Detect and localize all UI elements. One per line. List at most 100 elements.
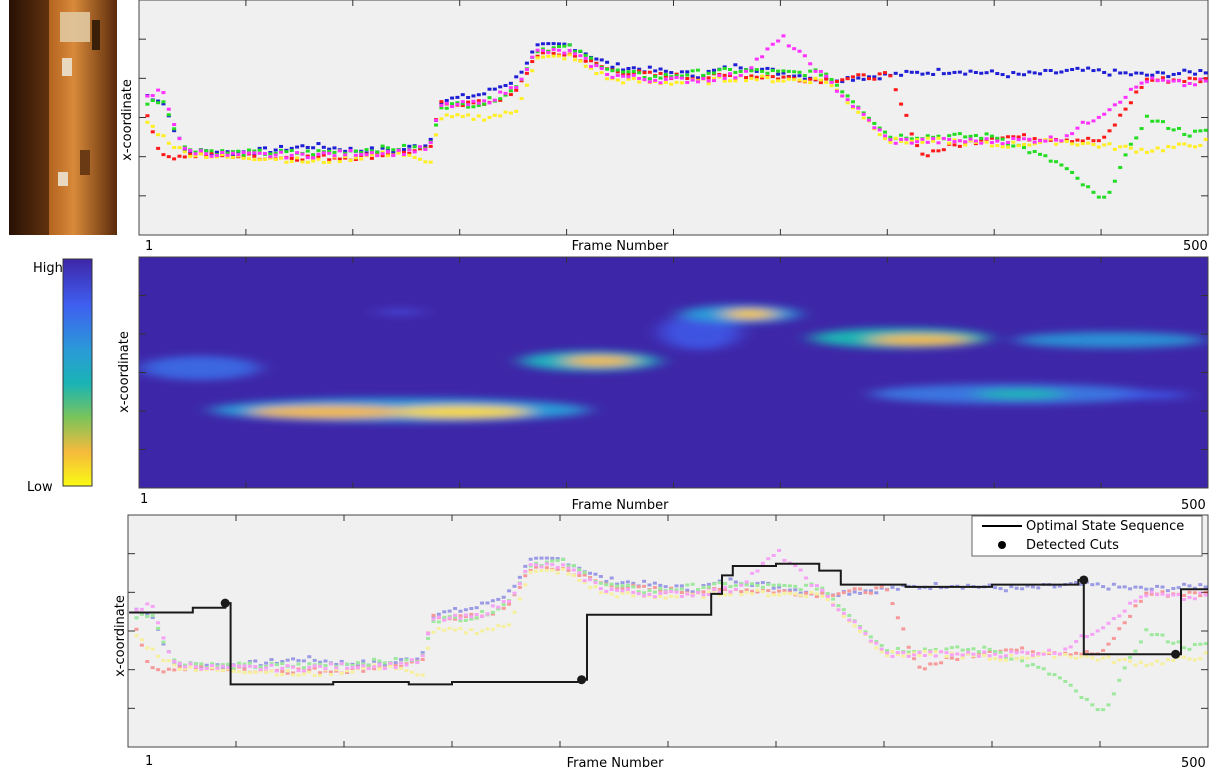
detection-point [420,658,425,662]
detection-point [866,118,871,122]
detection-point [350,666,355,670]
detection-point [723,593,728,597]
detection-point [361,662,366,666]
detection-point [507,623,512,627]
detection-point [679,76,684,80]
detection-point [550,567,555,571]
detection-point [501,595,506,599]
detection-point [355,664,360,668]
detection-point [498,85,503,89]
detection-point [1150,76,1155,80]
detection-point [915,144,920,148]
detection-point [966,652,971,656]
detection-point [847,589,852,593]
detection-point [706,82,711,86]
detection-point [1150,149,1155,153]
colorbar-high-label: High [33,261,63,276]
detection-point [863,632,868,636]
detection-point [355,661,360,665]
detection-point [909,137,914,141]
detection-point [866,75,871,79]
detection-point [1091,69,1096,73]
detection-point [1144,587,1149,591]
detection-point [1187,70,1192,74]
detection-point [1048,135,1053,139]
detection-point [420,651,425,655]
detection-point [501,625,506,629]
detection-point [786,75,791,79]
detection-point [960,586,965,590]
detection-point [139,612,144,616]
detection-point [1068,645,1073,649]
detection-point [856,76,861,80]
detection-point [877,128,882,132]
detection-point [895,653,900,657]
detection-point [318,660,323,664]
detection-point [474,606,479,610]
detection-point [1036,586,1041,590]
detection-point [385,146,390,150]
detection-point [1079,582,1084,586]
detection-point [145,120,150,124]
detection-point [944,647,949,651]
detection-point [626,77,631,81]
detection-point [733,587,738,591]
detection-point [487,96,492,100]
detection-point [220,153,225,157]
detection-point [339,662,344,666]
detection-point [442,628,447,632]
detection-point [380,146,385,150]
detection-point [1160,633,1165,637]
detection-point [744,79,749,83]
detection-point [1123,153,1128,157]
detection-point [1070,140,1075,144]
detection-point [285,671,290,675]
detection-point [858,624,863,628]
detection-point [1014,648,1019,652]
detection-point [209,149,214,153]
detection-point [973,71,978,75]
detection-point [252,151,257,155]
detection-point [1030,585,1035,589]
detection-point [182,146,187,150]
detection-point [1144,73,1149,77]
detection-point [366,666,371,670]
detection-point [642,71,647,75]
detection-point [1009,653,1014,657]
detection-point [888,135,893,139]
detection-point [818,69,823,73]
detection-point [399,661,404,665]
detection-point [868,635,873,639]
state-sequence-ylabel: x-coordinate [113,595,128,677]
detection-point [820,594,825,598]
detection-point [471,99,476,103]
detection-point [1198,143,1203,147]
detection-point [279,148,284,152]
detection-point [1187,76,1192,80]
detection-point [280,666,285,670]
detection-point [949,656,954,660]
detection-point [466,95,471,99]
detection-point [797,78,802,82]
detection-point [150,94,155,98]
detection-point [728,72,733,76]
detection-point [696,587,701,591]
detection-point [253,665,258,669]
detection-point [423,160,428,164]
detection-point [496,605,501,609]
detection-point [551,42,556,46]
detection-point [566,564,571,568]
detection-point [431,630,436,634]
detection-point [1144,594,1149,598]
detections-ylabel: x-coordinate [120,79,135,161]
detection-point [428,141,433,145]
detection-point [1155,592,1160,596]
detection-point [366,666,371,670]
detection-point [364,148,369,152]
detection-point [463,615,468,619]
detection-point [458,614,463,618]
detection-point [1149,592,1154,596]
detection-point [209,154,214,158]
detection-point [156,146,161,150]
detection-point [463,618,468,622]
